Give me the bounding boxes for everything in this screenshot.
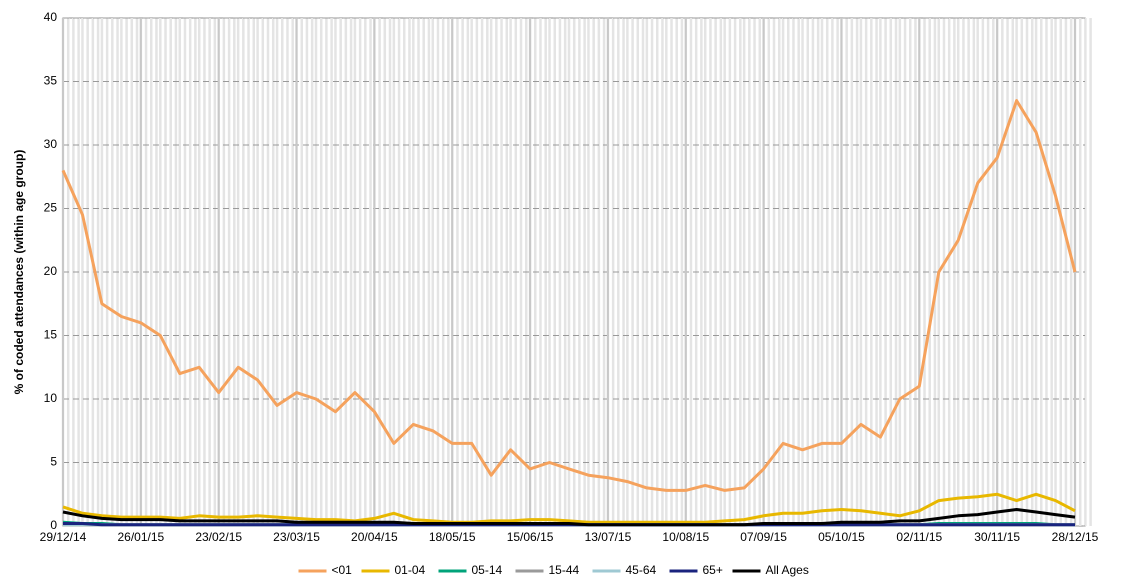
- legend-label: 05-14: [472, 563, 503, 577]
- x-tick-label: 23/03/15: [273, 530, 320, 544]
- y-tick-label: 40: [44, 10, 58, 24]
- series-line: [62, 492, 1076, 524]
- y-tick-label: 15: [44, 328, 58, 342]
- x-tick-label: 26/01/15: [117, 530, 164, 544]
- x-tick-label: 29/12/14: [40, 530, 87, 544]
- x-tick-label: 30/11/15: [974, 530, 1020, 544]
- x-tick-label: 23/02/15: [195, 530, 242, 544]
- y-axis-label: % of coded attendances (within age group…: [12, 150, 26, 395]
- legend-label: All Ages: [766, 563, 809, 577]
- x-tick-label: 07/09/15: [740, 530, 787, 544]
- y-tick-label: 30: [44, 137, 58, 151]
- x-tick-label: 18/05/15: [429, 530, 476, 544]
- y-tick-label: 10: [44, 391, 58, 405]
- y-tick-label: 35: [44, 74, 58, 88]
- y-tick-label: 5: [50, 455, 57, 469]
- legend-label: 65+: [703, 563, 723, 577]
- x-tick-label: 13/07/15: [585, 530, 632, 544]
- series-line: [62, 508, 1076, 527]
- x-tick-label: 10/08/15: [662, 530, 709, 544]
- legend-label: <01: [332, 563, 353, 577]
- x-tick-label: 05/10/15: [818, 530, 865, 544]
- y-tick-label: 20: [44, 264, 58, 278]
- x-tick-label: 28/12/15: [1052, 530, 1099, 544]
- legend-label: 01-04: [395, 563, 426, 577]
- legend-label: 15-44: [549, 563, 580, 577]
- legend-label: 45-64: [626, 563, 657, 577]
- y-tick-label: 0: [50, 518, 57, 532]
- x-tick-label: 15/06/15: [507, 530, 554, 544]
- series-line: [61, 99, 1077, 492]
- x-tick-label: 20/04/15: [351, 530, 398, 544]
- y-tick-label: 25: [44, 201, 58, 215]
- x-tick-label: 02/11/15: [896, 530, 942, 544]
